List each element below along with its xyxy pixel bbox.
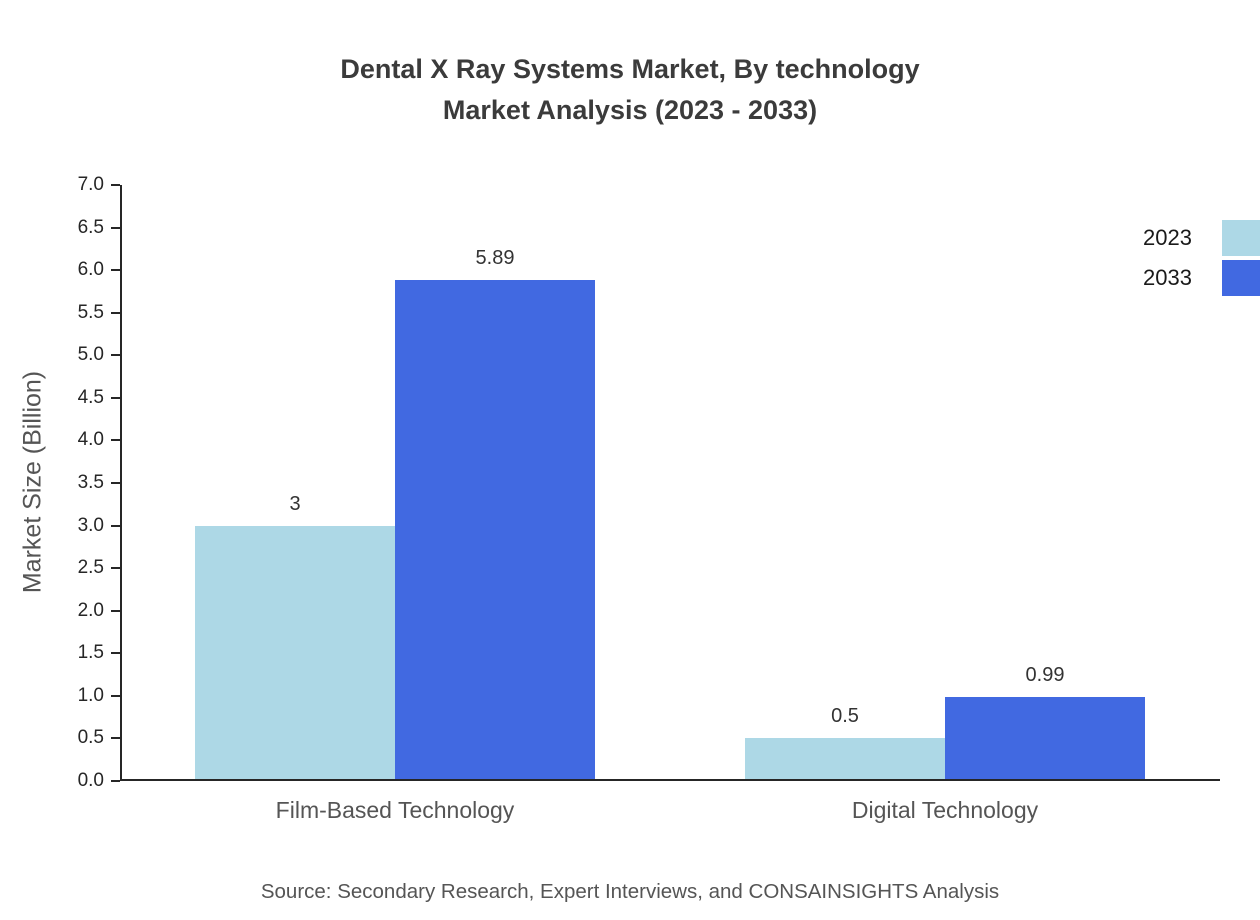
y-tick-label: 5.0 <box>77 344 104 366</box>
legend-swatch-2033 <box>1222 260 1260 296</box>
bar-2033-digital-technology <box>945 696 1145 781</box>
legend-swatch-2023 <box>1222 220 1260 256</box>
y-tick-label: 1.0 <box>77 684 104 706</box>
y-tick-label: 2.5 <box>77 557 104 579</box>
chart-title: Dental X Ray Systems Market, By technolo… <box>0 49 1260 131</box>
y-tick-mark <box>111 780 120 782</box>
legend: 2023 2033 <box>1143 218 1260 298</box>
y-tick-label: 7.0 <box>77 174 104 195</box>
y-tick-mark <box>111 269 120 272</box>
y-tick-label: 5.5 <box>77 301 104 323</box>
bar-2023-film-based-technology <box>195 525 395 781</box>
plot-area: 0.0 0.5 1.0 1.5 2.0 2.5 3.0 3.5 4.0 4.5 5.0 5.5 6.0 6… <box>78 174 1220 823</box>
legend-label-2033: 2033 <box>1143 265 1192 290</box>
y-tick-mark <box>111 694 120 697</box>
x-category-label-film-based-technology: Film-Based Technology <box>275 797 515 823</box>
y-tick-label: 1.5 <box>77 642 104 664</box>
bar-value-label-2023-digital-technology: 0.5 <box>831 705 859 728</box>
x-axis-line <box>120 779 1220 781</box>
y-tick-label: 4.0 <box>77 429 104 451</box>
y-tick-mark <box>111 567 120 570</box>
chart-title-line2: Market Analysis (2023 - 2033) <box>442 95 818 125</box>
y-tick-mark <box>111 737 120 740</box>
y-tick-mark <box>111 396 120 399</box>
legend-item-2023: 2023 <box>1143 218 1260 258</box>
legend-label-2023: 2023 <box>1143 225 1192 250</box>
y-tick-mark <box>111 524 120 527</box>
bars-layer: 3 5.89 0.5 0.99 <box>120 185 1220 781</box>
y-axis-line <box>120 185 122 781</box>
y-axis-ticks: 0.0 0.5 1.0 1.5 2.0 2.5 3.0 3.5 4.0 4.5 5.0 5.5 6.0 6… <box>50 174 120 791</box>
bar-2033-film-based-technology <box>395 279 595 781</box>
y-tick-mark <box>111 439 120 442</box>
y-tick-label: 0.5 <box>77 727 104 749</box>
y-tick-mark <box>111 184 120 186</box>
bar-2023-digital-technology <box>745 738 945 781</box>
y-tick-label: 0.0 <box>77 770 104 791</box>
source-note: Source: Secondary Research, Expert Inter… <box>260 880 1000 903</box>
y-tick-label: 3.5 <box>77 472 104 493</box>
y-tick-label: 4.5 <box>77 386 104 408</box>
chart-title-line1: Dental X Ray Systems Market, By technolo… <box>340 54 920 84</box>
bar-value-label-2023-film-based-technology: 3 <box>289 492 301 515</box>
y-tick-mark <box>111 354 120 357</box>
bar-value-label-2033-digital-technology: 0.99 <box>1025 663 1065 686</box>
y-tick-mark <box>111 226 120 229</box>
y-axis-title: Market Size (Billion) <box>18 370 47 594</box>
y-tick-label: 3.0 <box>77 514 104 536</box>
y-tick-mark <box>111 652 120 655</box>
y-tick-mark <box>111 311 120 314</box>
y-tick-label: 6.5 <box>77 216 104 238</box>
y-tick-label: 6.0 <box>77 259 104 281</box>
y-tick-mark <box>111 609 120 612</box>
y-tick-label: 2.0 <box>77 599 104 621</box>
bar-value-label-2033-film-based-technology: 5.89 <box>475 246 515 269</box>
y-tick-mark <box>111 482 120 484</box>
x-category-label-digital-technology: Digital Technology <box>851 797 1039 823</box>
legend-item-2033: 2033 <box>1143 258 1260 298</box>
